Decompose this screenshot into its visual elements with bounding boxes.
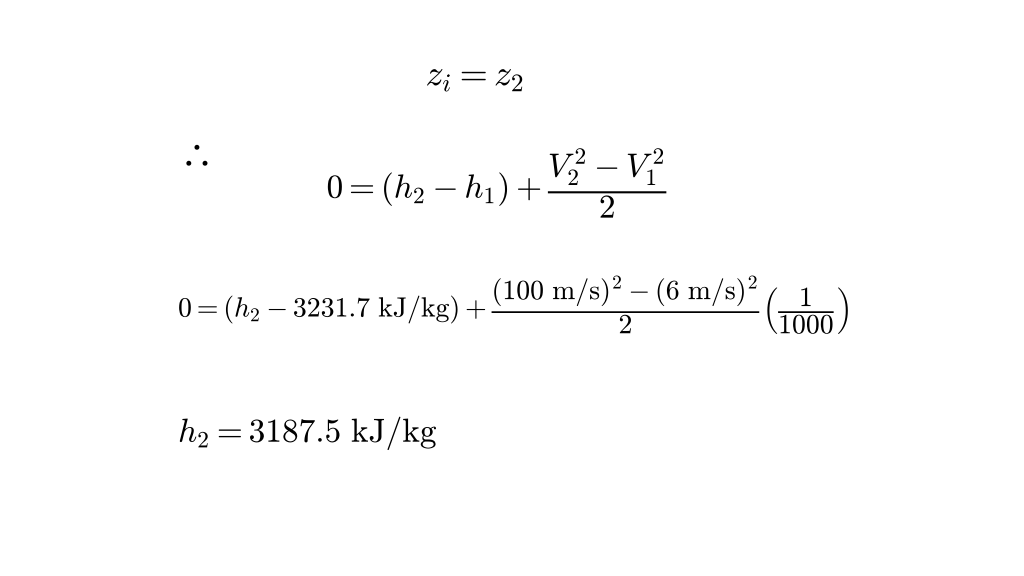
Text: $z_i = z_2$: $z_i = z_2$ [426,59,524,93]
Text: $0 = (h_2 - h_1) + \dfrac{V_2^{\,2} - V_1^{\,2}}{2}$: $0 = (h_2 - h_1) + \dfrac{V_2^{\,2} - V_… [327,144,669,221]
Text: $0 = \left(h_2 - 3231.7\ \mathrm{kJ/kg}\right) + \dfrac{(100\ \mathrm{m/s})^2 - : $0 = \left(h_2 - 3231.7\ \mathrm{kJ/kg}\… [178,272,851,338]
Text: $\therefore$: $\therefore$ [178,135,210,173]
Text: $h_2 = 3187.5\ \mathrm{kJ/kg}$: $h_2 = 3187.5\ \mathrm{kJ/kg}$ [178,414,438,452]
